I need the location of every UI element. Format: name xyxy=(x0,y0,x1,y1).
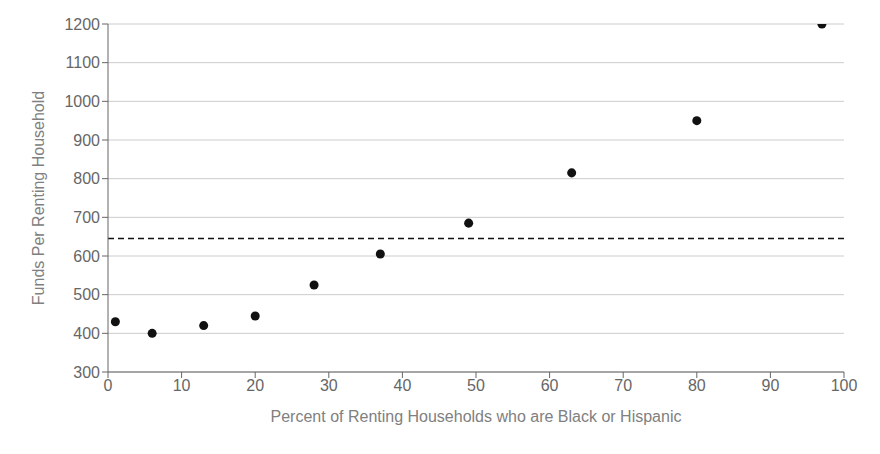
svg-text:600: 600 xyxy=(73,248,100,265)
svg-text:0: 0 xyxy=(104,377,113,394)
svg-text:900: 900 xyxy=(73,132,100,149)
svg-text:80: 80 xyxy=(688,377,706,394)
svg-text:700: 700 xyxy=(73,209,100,226)
svg-text:400: 400 xyxy=(73,325,100,342)
svg-text:70: 70 xyxy=(614,377,632,394)
svg-text:90: 90 xyxy=(762,377,780,394)
svg-text:40: 40 xyxy=(394,377,412,394)
svg-text:Funds Per Renting Household: Funds Per Renting Household xyxy=(30,91,47,305)
svg-text:60: 60 xyxy=(541,377,559,394)
svg-text:1000: 1000 xyxy=(64,93,100,110)
svg-text:500: 500 xyxy=(73,286,100,303)
svg-text:100: 100 xyxy=(831,377,858,394)
svg-text:50: 50 xyxy=(467,377,485,394)
svg-text:10: 10 xyxy=(173,377,191,394)
svg-text:1200: 1200 xyxy=(64,16,100,33)
svg-text:300: 300 xyxy=(73,364,100,381)
svg-text:1100: 1100 xyxy=(66,54,101,71)
svg-text:Percent of Renting Households: Percent of Renting Households who are Bl… xyxy=(271,408,682,425)
svg-text:20: 20 xyxy=(246,377,264,394)
svg-text:30: 30 xyxy=(320,377,338,394)
svg-text:800: 800 xyxy=(73,170,100,187)
